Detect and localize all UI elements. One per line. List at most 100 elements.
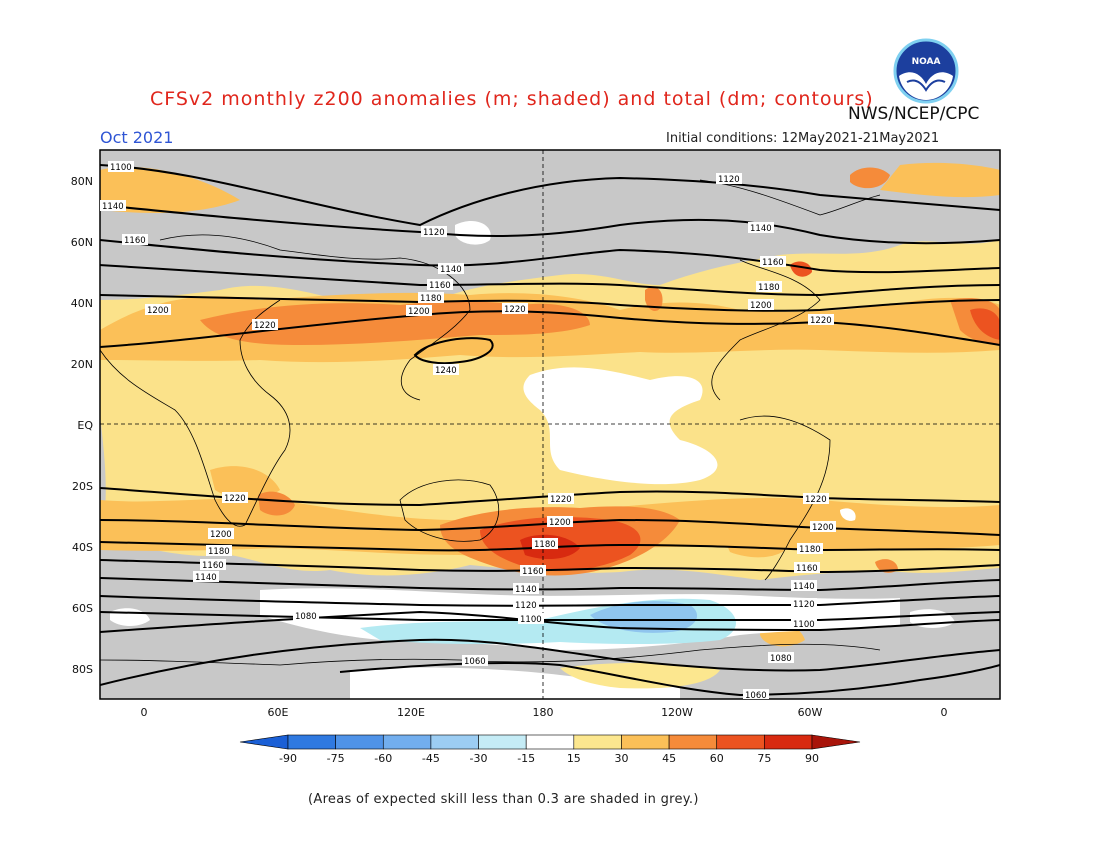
svg-text:1060: 1060 <box>464 657 486 667</box>
contour-label: 1180 <box>797 543 823 555</box>
agency-label: NWS/NCEP/CPC <box>848 104 980 124</box>
svg-text:1120: 1120 <box>423 228 445 238</box>
forecast-month: Oct 2021 <box>100 128 174 147</box>
colorbar-swatch <box>621 734 670 750</box>
contour-label: 1220 <box>803 493 829 505</box>
colorbar-swatch <box>335 734 384 750</box>
svg-text:1220: 1220 <box>550 495 572 505</box>
svg-text:1160: 1160 <box>202 561 224 571</box>
svg-text:1200: 1200 <box>812 523 834 533</box>
lat-label: 80N <box>71 175 93 188</box>
contour-label: 1180 <box>418 292 444 304</box>
lat-label: 20S <box>72 480 93 493</box>
contour-label: 1220 <box>808 314 834 326</box>
colorbar-tick-label: -60 <box>374 752 392 765</box>
svg-text:1120: 1120 <box>515 601 537 611</box>
map-frame <box>99 149 1001 700</box>
lat-label: 40S <box>72 541 93 554</box>
anomaly-region <box>100 166 240 213</box>
svg-text:1240: 1240 <box>435 366 457 376</box>
colorbar-swatch <box>716 734 765 750</box>
anomaly-region <box>850 167 890 189</box>
contour-label: 1060 <box>462 655 488 667</box>
contour-label: 1100 <box>791 618 817 630</box>
colorbar-tick-label: 75 <box>757 752 771 765</box>
lon-label: 180 <box>533 706 554 719</box>
anomaly-region <box>210 466 280 500</box>
colorbar: -90 -75 -60 -45 -30 -15 15 30 45 60 75 90 <box>239 734 861 765</box>
colorbar-swatch <box>382 734 432 750</box>
lat-label: 80S <box>72 663 93 676</box>
latitude-labels: 80N 60N 40N 20N EQ 20S 40S 60S 80S <box>71 175 94 676</box>
contour-label: 1120 <box>421 226 447 238</box>
colorbar-arrow-high <box>811 734 861 750</box>
contour-label: 1060 <box>743 689 769 701</box>
lon-label: 60E <box>268 706 289 719</box>
logo-text: NOAA <box>912 57 941 67</box>
contour-label: 1140 <box>438 263 464 275</box>
contour-label: 1180 <box>756 281 782 293</box>
figure-title: CFSv2 monthly z200 anomalies (m; shaded)… <box>150 88 874 110</box>
lon-label: 60W <box>798 706 823 719</box>
anomaly-region <box>560 662 720 689</box>
anomaly-region <box>523 367 718 485</box>
svg-text:1140: 1140 <box>750 224 772 234</box>
contour-label: 1160 <box>200 559 226 571</box>
contour-label: 1120 <box>791 598 817 610</box>
svg-text:1140: 1140 <box>515 585 537 595</box>
lat-label: 40N <box>71 297 93 310</box>
contour-label: 1080 <box>768 652 794 664</box>
svg-text:1220: 1220 <box>254 321 276 331</box>
svg-text:1140: 1140 <box>195 573 217 583</box>
colorbar-tick-label: -90 <box>279 752 297 765</box>
anomaly-region <box>970 308 1000 340</box>
contour-label: 1080 <box>293 610 319 622</box>
svg-text:1200: 1200 <box>147 306 169 316</box>
colorbar-swatch <box>478 734 527 750</box>
contour-label: 1240 <box>433 364 459 376</box>
colorbar-tick-label: -75 <box>327 752 345 765</box>
contour-label: 1220 <box>252 319 278 331</box>
contour-label: 1200 <box>406 305 432 317</box>
contour-label: 1160 <box>760 256 786 268</box>
svg-text:1060: 1060 <box>745 691 767 701</box>
svg-text:1200: 1200 <box>408 307 430 317</box>
contour-label: 1160 <box>794 562 820 574</box>
svg-text:1160: 1160 <box>522 567 544 577</box>
colorbar-tick-label: 45 <box>662 752 676 765</box>
svg-text:1220: 1220 <box>224 494 246 504</box>
lat-label: 60N <box>71 236 93 249</box>
contour-label: 1200 <box>810 521 836 533</box>
svg-text:1180: 1180 <box>758 283 780 293</box>
colorbar-arrow-low <box>239 734 289 750</box>
anomaly-region <box>455 220 491 245</box>
height-contours <box>100 164 1000 697</box>
colorbar-swatch <box>287 734 336 750</box>
svg-text:1220: 1220 <box>810 316 832 326</box>
anomaly-region <box>590 601 698 633</box>
contour-label: 1220 <box>548 493 574 505</box>
contour-label: 1180 <box>532 538 558 550</box>
colorbar-swatch <box>525 734 575 750</box>
contour-label: 1140 <box>748 222 774 234</box>
anomaly-region <box>350 667 680 699</box>
svg-text:1180: 1180 <box>534 540 556 550</box>
contour-label: 1140 <box>791 580 817 592</box>
svg-text:1200: 1200 <box>210 530 232 540</box>
anomaly-region <box>258 491 295 516</box>
lat-label: 20N <box>71 358 93 371</box>
svg-text:1120: 1120 <box>793 600 815 610</box>
svg-text:1200: 1200 <box>549 518 571 528</box>
contour-label: 1120 <box>513 599 539 611</box>
colorbar-tick-label: 15 <box>567 752 581 765</box>
contour-label: 1140 <box>100 200 126 212</box>
contour-label: 1160 <box>427 279 453 291</box>
svg-text:1160: 1160 <box>796 564 818 574</box>
lon-label: 120E <box>397 706 425 719</box>
colorbar-tick-label: 60 <box>710 752 724 765</box>
colorbar-tick-label: -30 <box>470 752 488 765</box>
svg-text:1220: 1220 <box>504 305 526 315</box>
contour-label: 1140 <box>193 571 219 583</box>
svg-text:1160: 1160 <box>124 236 146 246</box>
